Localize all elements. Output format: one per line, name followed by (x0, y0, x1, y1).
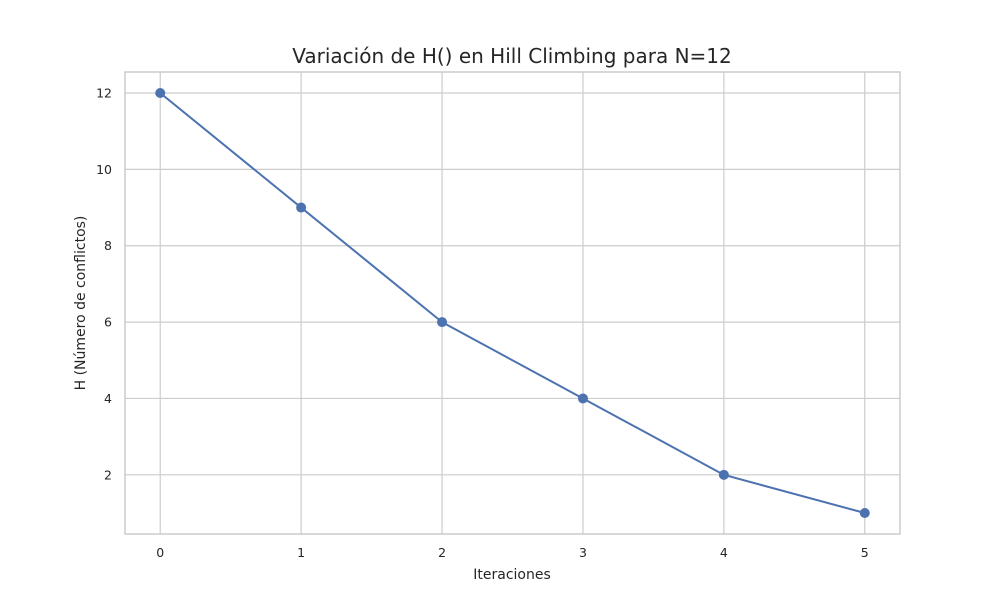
x-tick-label: 0 (156, 545, 164, 560)
y-tick-label: 8 (104, 238, 112, 253)
series-layer (155, 88, 870, 518)
data-point (577, 393, 588, 404)
data-point (859, 508, 870, 518)
x-tick-label: 4 (720, 545, 728, 560)
data-point (296, 202, 307, 213)
y-tick-label: 10 (96, 162, 112, 177)
y-tick-label: 12 (96, 86, 112, 101)
y-tick-label: 4 (104, 391, 112, 406)
x-axis-label: Iteraciones (473, 567, 551, 583)
data-point (437, 317, 448, 328)
plot-area (124, 71, 901, 535)
y-axis-label: H (Número de conflictos) (73, 216, 89, 391)
x-tick-label: 5 (861, 545, 869, 560)
y-tick-label: 6 (104, 315, 112, 330)
y-tick-label: 2 (104, 467, 112, 482)
chart-title: Variación de H() en Hill Climbing para N… (292, 44, 732, 68)
series-line (159, 92, 866, 514)
data-point (718, 469, 729, 480)
x-tick-label: 2 (438, 545, 446, 560)
data-point (155, 88, 166, 98)
x-tick-label: 1 (297, 545, 305, 560)
x-tick-label: 3 (579, 545, 587, 560)
